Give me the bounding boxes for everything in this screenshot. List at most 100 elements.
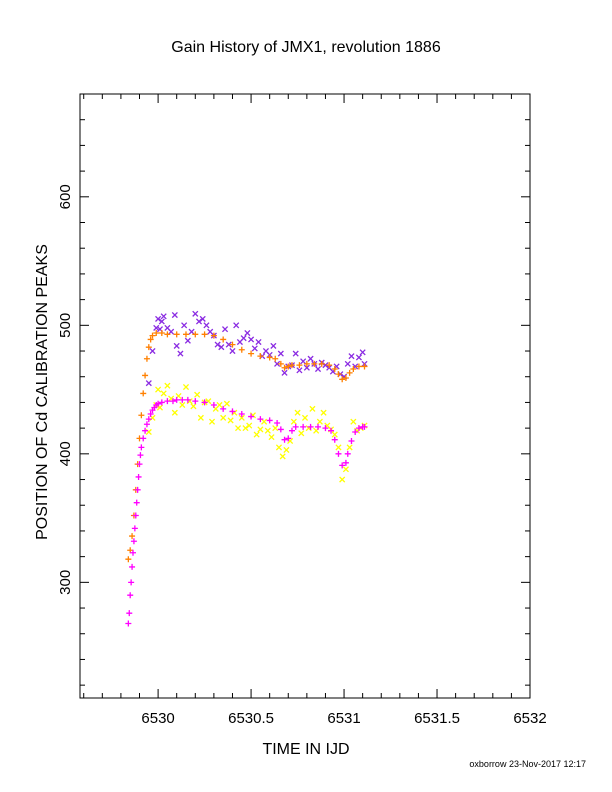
data-point <box>342 375 349 382</box>
data-point <box>318 360 325 367</box>
data-point <box>203 322 210 329</box>
y-tick-label: 300 <box>57 570 74 595</box>
data-point <box>135 473 142 480</box>
data-point <box>274 419 281 426</box>
data-point <box>171 409 178 416</box>
data-point <box>142 427 149 434</box>
data-point <box>153 324 160 331</box>
data-point <box>221 326 229 333</box>
data-point <box>331 366 338 373</box>
data-point <box>149 332 156 339</box>
data-point <box>301 414 309 421</box>
y-tick-labels: 300 400 500 600 <box>57 184 74 595</box>
data-point <box>279 453 286 460</box>
data-point <box>220 414 227 421</box>
x-tick-label: 6531 <box>327 710 360 727</box>
data-point <box>140 435 147 442</box>
y-tick-label: 500 <box>57 313 74 338</box>
data-point <box>344 450 351 457</box>
data-point <box>229 408 236 415</box>
data-point <box>153 330 160 337</box>
data-point <box>220 336 227 343</box>
data-point <box>303 364 310 371</box>
series-2 <box>145 382 368 483</box>
data-point <box>210 332 217 339</box>
data-point <box>283 446 290 454</box>
data-point <box>197 414 204 421</box>
data-point <box>192 310 199 317</box>
data-point <box>257 426 264 433</box>
data-point <box>164 382 171 389</box>
data-point <box>164 398 171 405</box>
y-axis-label: POSITION OF Cd CALIBRATION PEAKS <box>34 244 51 540</box>
data-point <box>171 311 178 319</box>
data-point <box>298 430 305 437</box>
data-point <box>169 398 176 405</box>
data-point <box>201 331 208 338</box>
data-point <box>160 390 167 397</box>
data-point <box>322 425 329 432</box>
data-point <box>192 331 199 338</box>
data-point <box>177 350 184 357</box>
data-point <box>158 318 165 325</box>
data-point <box>339 376 346 383</box>
data-point <box>238 410 245 417</box>
data-point <box>134 486 141 493</box>
series-0 <box>145 310 368 387</box>
data-point <box>335 371 342 378</box>
data-point <box>168 328 175 335</box>
y-ticks <box>80 93 530 686</box>
data-point <box>355 363 362 370</box>
data-point <box>132 512 139 519</box>
data-point <box>220 405 227 412</box>
data-point <box>342 466 349 473</box>
data-point <box>359 349 366 356</box>
data-point <box>281 436 288 443</box>
data-point <box>164 331 171 338</box>
data-point <box>268 434 275 441</box>
data-point <box>272 425 279 432</box>
data-point <box>223 400 230 407</box>
data-point <box>361 423 368 430</box>
data-point <box>234 425 242 432</box>
data-point <box>266 417 273 424</box>
x-tick-label: 6530 <box>141 710 174 727</box>
data-point <box>192 398 199 405</box>
data-point <box>216 401 223 409</box>
y-tick-label: 400 <box>57 441 74 466</box>
data-point <box>361 363 368 370</box>
y-tick-label: 600 <box>57 184 74 209</box>
data-point <box>348 437 355 444</box>
data-point <box>346 369 353 376</box>
data-point <box>195 318 203 325</box>
data-point <box>355 425 362 432</box>
data-point <box>179 401 186 409</box>
data-point <box>261 418 268 425</box>
data-point <box>142 372 149 379</box>
data-point <box>238 414 245 421</box>
x-tick-label: 6531.5 <box>414 710 460 727</box>
data-point <box>275 444 283 451</box>
data-point <box>182 331 189 338</box>
data-point <box>296 367 303 374</box>
data-point <box>155 315 162 322</box>
data-point <box>229 341 236 348</box>
data-point <box>158 399 165 406</box>
data-point <box>140 390 147 397</box>
data-point <box>288 427 295 434</box>
data-point <box>242 425 249 432</box>
data-point <box>143 421 150 428</box>
data-point <box>277 360 284 367</box>
data-point <box>129 533 136 540</box>
data-point <box>331 436 338 443</box>
x-tick-label: 6530.5 <box>228 710 274 727</box>
data-point <box>316 418 323 425</box>
data-point <box>143 355 150 362</box>
data-point <box>138 412 145 419</box>
data-point <box>145 344 152 351</box>
data-point <box>173 396 180 403</box>
data-point <box>126 610 133 617</box>
data-point <box>292 350 299 357</box>
data-point <box>244 329 251 337</box>
data-point <box>218 344 225 351</box>
